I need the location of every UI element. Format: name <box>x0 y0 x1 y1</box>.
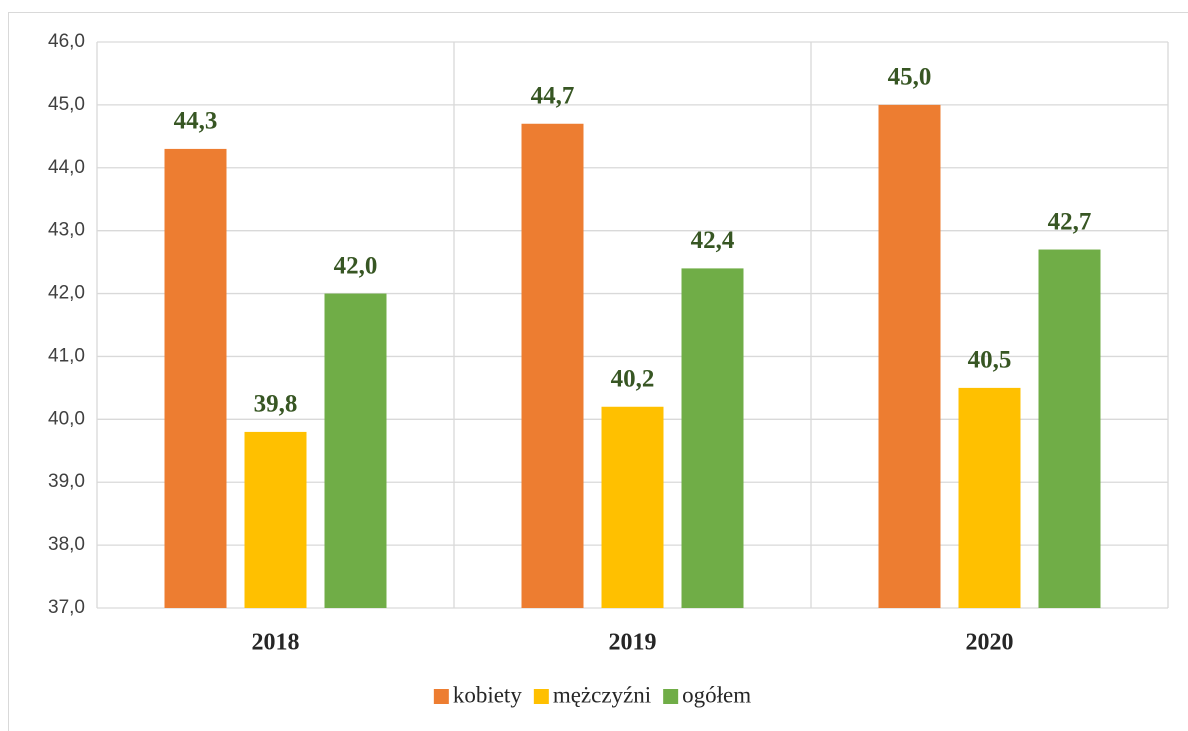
y-tick-label: 37,0 <box>48 597 85 618</box>
x-tick-label: 2019 <box>609 630 657 656</box>
legend-swatch <box>533 689 549 704</box>
data-label: 44,7 <box>531 82 575 109</box>
bar <box>601 406 664 608</box>
data-label: 40,2 <box>611 365 655 392</box>
bar <box>324 293 387 608</box>
legend-label: kobiety <box>453 682 522 707</box>
y-tick-label: 43,0 <box>48 220 85 241</box>
data-label: 42,0 <box>334 252 378 279</box>
y-tick-label: 40,0 <box>48 408 85 429</box>
bar <box>878 104 941 608</box>
bar <box>958 387 1021 608</box>
data-label: 45,0 <box>888 64 932 91</box>
x-tick-label: 2020 <box>966 630 1014 656</box>
bar <box>164 148 227 608</box>
legend-swatch <box>663 689 679 704</box>
data-label: 44,3 <box>174 108 218 135</box>
y-tick-label: 42,0 <box>48 283 85 304</box>
y-tick-label: 45,0 <box>48 94 85 115</box>
y-tick-label: 44,0 <box>48 157 85 178</box>
y-tick-label: 41,0 <box>48 345 85 366</box>
data-label: 42,7 <box>1048 208 1092 235</box>
legend-label: mężczyźni <box>553 682 651 707</box>
legend-swatch <box>433 689 449 704</box>
y-tick-label: 38,0 <box>48 534 85 555</box>
bar <box>244 431 307 608</box>
y-tick-label: 46,0 <box>48 31 85 52</box>
x-tick-label: 2018 <box>252 630 300 656</box>
data-label: 40,5 <box>968 347 1012 374</box>
y-tick-label: 39,0 <box>48 471 85 492</box>
legend-label: ogółem <box>682 682 751 707</box>
data-label: 42,4 <box>691 227 735 254</box>
data-label: 39,8 <box>254 391 298 418</box>
bar <box>1038 249 1101 609</box>
bar <box>681 268 744 608</box>
bar <box>521 123 584 608</box>
